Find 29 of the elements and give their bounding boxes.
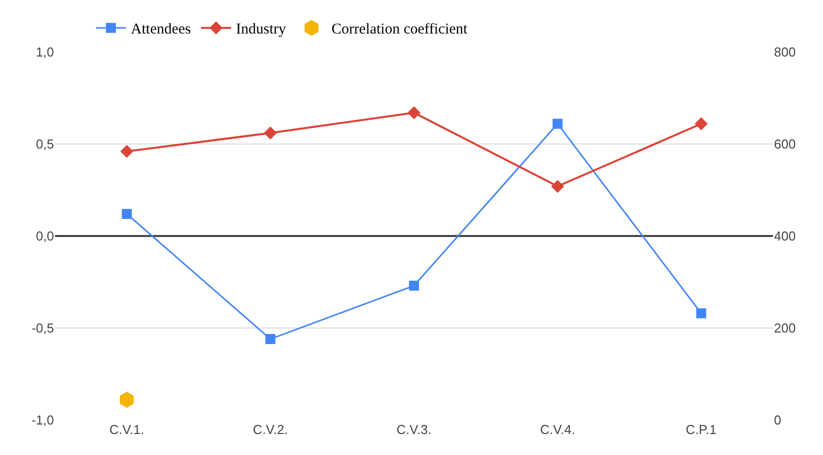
point <box>120 144 134 158</box>
point <box>120 392 134 408</box>
point <box>264 126 277 140</box>
point <box>265 334 276 344</box>
y2-tick-label: 0 <box>774 412 782 428</box>
y-tick-label: -1,0 <box>32 412 54 428</box>
point <box>694 117 708 130</box>
legend-label: Attendees <box>130 22 192 38</box>
x-tick-label: C.V.2. <box>252 422 288 437</box>
x-tick-label: C.V.3. <box>396 422 432 437</box>
y2-tick-label: 200 <box>774 320 796 336</box>
legend-label: Correlation coefficient <box>332 22 468 38</box>
x-tick-label: C.V.4. <box>540 422 576 437</box>
y2-tick-label: 600 <box>774 136 796 152</box>
y2-tick-label: 400 <box>774 228 796 244</box>
point <box>696 308 706 318</box>
point <box>122 208 132 219</box>
x-tick-label: C.V.1. <box>109 422 144 437</box>
point <box>408 106 420 120</box>
y-tick-label: -0,5 <box>32 320 54 336</box>
y-tick-label: 0,5 <box>36 136 54 152</box>
y2-tick-label: 800 <box>774 44 796 60</box>
y-tick-label: 1,0 <box>36 44 54 60</box>
y-tick-label: 0,0 <box>36 228 54 244</box>
legend-label: Industry <box>236 22 287 38</box>
x-tick-label: C.P.1 <box>686 422 717 437</box>
point <box>551 180 564 193</box>
point <box>409 280 419 291</box>
point <box>552 118 563 129</box>
